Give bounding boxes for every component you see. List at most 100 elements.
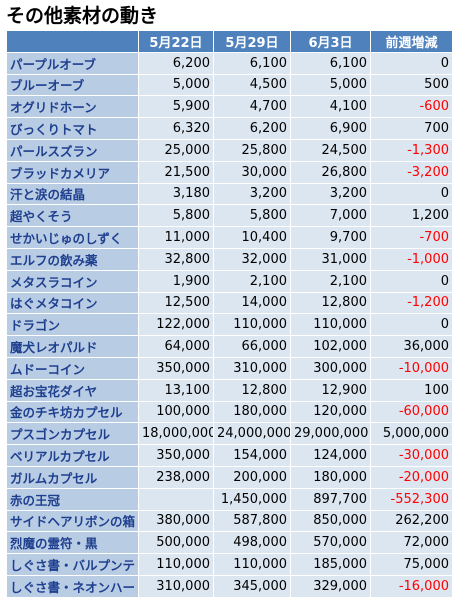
value-cell: 5,900 [138, 95, 214, 119]
value-cell: 180,000 [290, 465, 371, 489]
row-label: ムドーコイン [6, 356, 139, 380]
value-cell: 2,100 [213, 269, 291, 293]
value-cell: 31,000 [290, 247, 371, 271]
value-cell: 6,320 [138, 117, 214, 140]
value-cell: 350,000 [138, 356, 214, 380]
value-cell: -3,200 [370, 160, 453, 184]
row-label: 烈魔の霊符・黒 [6, 531, 139, 555]
value-cell: 12,800 [213, 378, 291, 402]
row-label: はぐメタコイン [6, 291, 139, 315]
value-cell: 110,000 [213, 553, 291, 576]
row-label: せかいじゅのしずく [6, 226, 139, 249]
row-label: エルフの飲み薬 [6, 247, 139, 271]
header-corner [6, 30, 139, 53]
table-row: 魔犬レオパルド 64,000 66,000 102,000 36,000 [6, 335, 453, 358]
value-cell: -10,000 [370, 356, 453, 380]
value-cell: 6,900 [290, 117, 371, 140]
value-cell: 1,200 [370, 204, 453, 228]
row-label: しぐさ書・バルプンテ [6, 553, 139, 576]
value-cell: -552,300 [370, 487, 453, 511]
value-cell: 6,200 [138, 51, 214, 75]
value-cell: 570,000 [290, 531, 371, 555]
row-label: パープルオーブ [6, 51, 139, 75]
value-cell: 1,450,000 [213, 487, 291, 511]
row-label: ドラゴン [6, 313, 139, 337]
table-row: 汗と涙の結晶 3,180 3,200 3,200 0 [6, 182, 453, 206]
value-cell: 72,000 [370, 531, 453, 555]
table-row: オグリドホーン 5,900 4,700 4,100 -600 [6, 95, 453, 119]
value-cell: 110,000 [213, 313, 291, 337]
value-cell: 238,000 [138, 465, 214, 489]
value-cell: 0 [370, 269, 453, 293]
table-row: 超お宝花ダイヤ 13,100 12,800 12,900 100 [6, 378, 453, 402]
table-row: メタスラコイン 1,900 2,100 2,100 0 [6, 269, 453, 293]
value-cell: 110,000 [290, 313, 371, 337]
table-row: 赤の王冠 1,450,000 897,700 -552,300 [6, 487, 453, 511]
table-row: 金のチキ坊カプセル 100,000 180,000 120,000 -60,000 [6, 400, 453, 424]
value-cell: 897,700 [290, 487, 371, 511]
value-cell: 100,000 [138, 400, 214, 424]
value-cell: 5,800 [213, 204, 291, 228]
value-cell: 102,000 [290, 335, 371, 358]
value-cell: 0 [370, 313, 453, 337]
row-label: 赤の王冠 [6, 487, 139, 511]
table-row: パールスズラン 25,000 25,800 24,500 -1,300 [6, 138, 453, 162]
value-cell: 185,000 [290, 553, 371, 576]
row-label: 金のチキ坊カプセル [6, 400, 139, 424]
value-cell: 32,000 [213, 247, 291, 271]
value-cell: -600 [370, 95, 453, 119]
value-cell: 122,000 [138, 313, 214, 337]
value-cell: -60,000 [370, 400, 453, 424]
value-cell [138, 487, 214, 511]
value-cell: 9,700 [290, 226, 371, 249]
value-cell: 18,000,000 [138, 422, 214, 446]
value-cell: -700 [370, 226, 453, 249]
value-cell: 36,000 [370, 335, 453, 358]
row-label: メタスラコイン [6, 269, 139, 293]
value-cell: 21,500 [138, 160, 214, 184]
value-cell: 262,200 [370, 509, 453, 533]
value-cell: 154,000 [213, 444, 291, 467]
row-label: サイドヘアリボンの箱 [6, 509, 139, 533]
row-label: ブルーオーブ [6, 73, 139, 97]
value-cell: 11,000 [138, 226, 214, 249]
value-cell: 12,500 [138, 291, 214, 315]
value-cell: 75,000 [370, 553, 453, 576]
value-cell: 12,800 [290, 291, 371, 315]
table-row: せかいじゅのしずく 11,000 10,400 9,700 -700 [6, 226, 453, 249]
value-cell: 200,000 [213, 465, 291, 489]
value-cell: 329,000 [290, 574, 371, 598]
table-row: しぐさ書・ネオンハート 310,000 345,000 329,000 -16,000 [6, 574, 453, 598]
row-label: びっくりトマト [6, 117, 139, 140]
value-cell: 1,900 [138, 269, 214, 293]
value-cell: 3,180 [138, 182, 214, 206]
table-row: ベリアルカプセル 350,000 154,000 124,000 -30,000 [6, 444, 453, 467]
row-label: ベリアルカプセル [6, 444, 139, 467]
table-row: ブルーオーブ 5,000 4,500 5,000 500 [6, 73, 453, 97]
value-cell: 310,000 [213, 356, 291, 380]
value-cell: 350,000 [138, 444, 214, 467]
value-cell: 345,000 [213, 574, 291, 598]
value-cell: 24,000,000 [213, 422, 291, 446]
value-cell: 25,800 [213, 138, 291, 162]
value-cell: 180,000 [213, 400, 291, 424]
value-cell: 110,000 [138, 553, 214, 576]
table-row: びっくりトマト 6,320 6,200 6,900 700 [6, 117, 453, 140]
value-cell: 300,000 [290, 356, 371, 380]
value-cell: 26,800 [290, 160, 371, 184]
column-header: 前週増減 [370, 30, 453, 53]
value-cell: 4,100 [290, 95, 371, 119]
table-row: ドラゴン 122,000 110,000 110,000 0 [6, 313, 453, 337]
value-cell: 380,000 [138, 509, 214, 533]
value-cell: 3,200 [213, 182, 291, 206]
value-cell: -1,300 [370, 138, 453, 162]
row-label: パールスズラン [6, 138, 139, 162]
table-row: サイドヘアリボンの箱 380,000 587,800 850,000 262,200 [6, 509, 453, 533]
value-cell: -16,000 [370, 574, 453, 598]
value-cell: 500 [370, 73, 453, 97]
row-label: 汗と涙の結晶 [6, 182, 139, 206]
column-header: 6月3日 [290, 30, 371, 53]
value-cell: 310,000 [138, 574, 214, 598]
value-cell: 4,500 [213, 73, 291, 97]
